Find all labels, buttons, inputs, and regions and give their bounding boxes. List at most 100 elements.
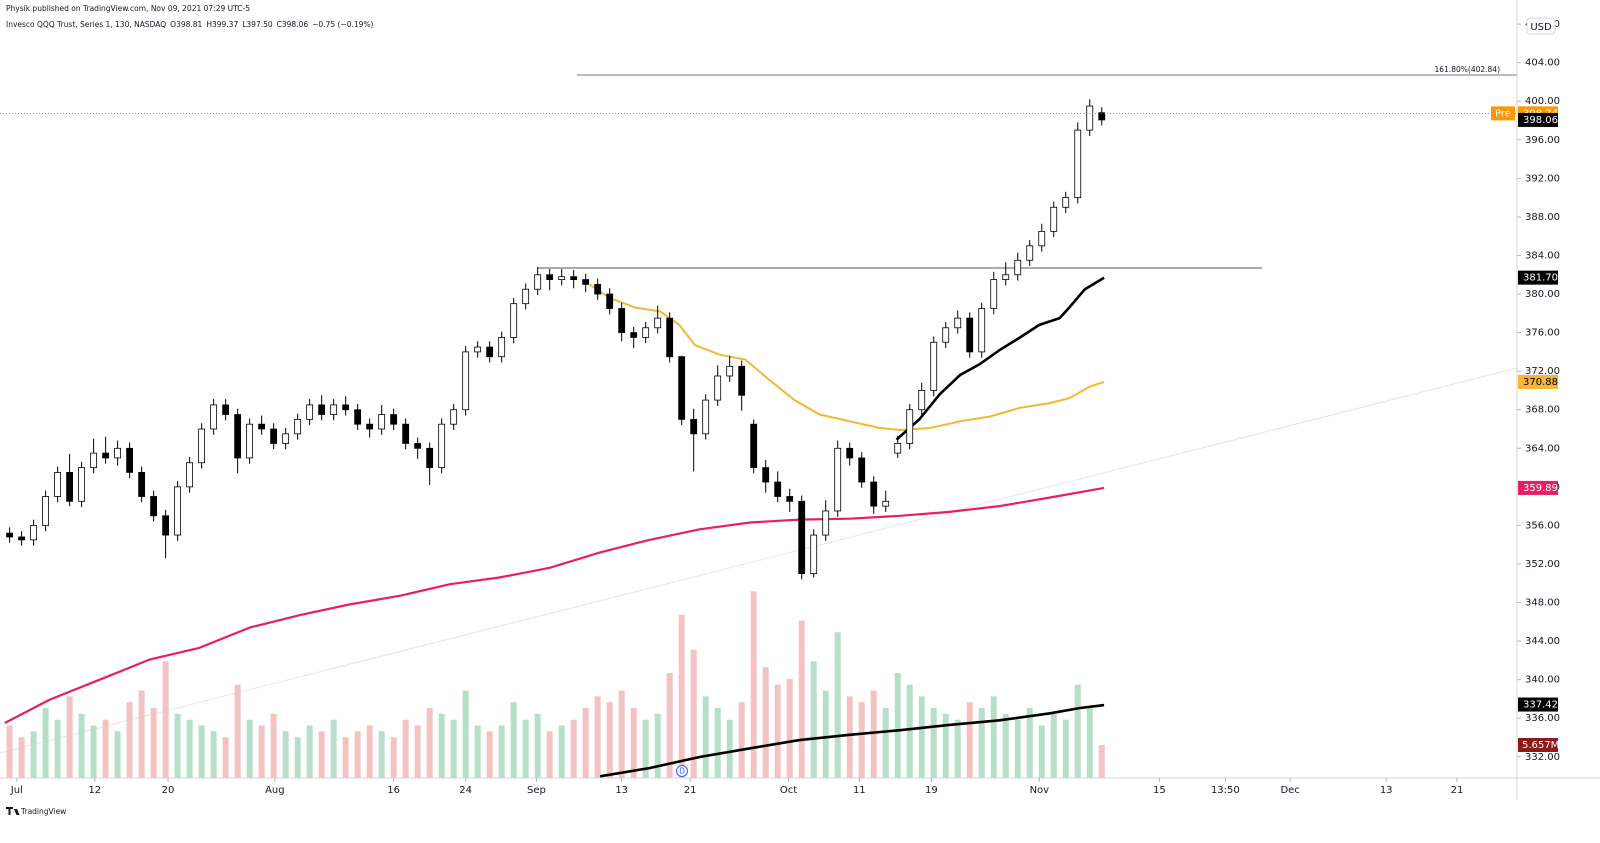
volume-bar	[810, 661, 817, 778]
candle-body	[1038, 230, 1046, 247]
candle-body	[654, 317, 662, 329]
axes-layer: 332.00 336.00 340.00 344.00 348.00 352.00 356.…	[10, 19, 1560, 796]
volume-bar	[42, 708, 49, 778]
ohlc-change: −0.75 (−0.19%)	[312, 20, 373, 29]
y-tick-label: 356.00	[1525, 520, 1560, 531]
candle-body	[1026, 245, 1034, 261]
price-label: 359.89	[1523, 483, 1558, 494]
volume-bar	[966, 702, 973, 778]
x-tick-label: Sep	[527, 785, 546, 796]
x-tick-label: 24	[459, 785, 472, 796]
candle-body	[678, 356, 686, 420]
price-label-box	[1518, 374, 1558, 389]
y-tick-label: 336.00	[1525, 713, 1560, 724]
candle-body	[402, 423, 410, 444]
y-tick-label: 400.00	[1525, 96, 1560, 107]
candle-body	[54, 471, 62, 497]
candle-body	[90, 452, 98, 468]
candle-body	[522, 288, 530, 305]
volume-bar	[18, 737, 25, 778]
volume-bar	[582, 708, 589, 778]
currency[interactable]: USD	[1530, 22, 1552, 33]
volume-bar	[786, 678, 793, 778]
y-tick-label: 352.00	[1525, 559, 1560, 570]
volume-bar	[510, 702, 517, 778]
x-tick-label: 16	[387, 785, 400, 796]
volume-bar	[6, 725, 13, 778]
x-tick-label: Oct	[780, 785, 797, 796]
volume-bar	[138, 690, 145, 778]
volume-bar	[66, 696, 73, 778]
volume-bar	[54, 719, 61, 778]
candle-body	[6, 532, 14, 538]
candles-layer	[6, 99, 1106, 580]
dividend-label[interactable]: D	[679, 767, 685, 776]
candle-body	[738, 365, 746, 396]
candle-body	[942, 327, 950, 343]
candle-body	[822, 510, 830, 536]
price-labels-layer: 398.74Pre398.06381.70370.88359.89337.425…	[0, 106, 1559, 753]
volume-bar	[822, 690, 829, 778]
volume-bar	[186, 719, 193, 778]
brand-logo[interactable]	[6, 807, 20, 815]
candle-body	[534, 274, 542, 290]
volume-label: 5.657M	[1522, 740, 1559, 751]
candle-body	[186, 462, 194, 488]
x-tick-label: 21	[684, 785, 697, 796]
candle-body	[810, 534, 818, 575]
volume-bar	[1050, 713, 1057, 778]
volume-bar	[570, 719, 577, 778]
volume-bar	[846, 696, 853, 778]
volume-bar	[294, 737, 301, 778]
y-tick-label: 348.00	[1525, 598, 1560, 609]
candle-body	[390, 414, 398, 425]
currency-box[interactable]	[1526, 17, 1556, 35]
y-tick-label: 388.00	[1525, 212, 1560, 223]
volume-bar	[990, 696, 997, 778]
volume-bar	[90, 725, 97, 778]
volume-bar	[318, 731, 325, 778]
candle-body	[342, 404, 350, 411]
volume-bar	[426, 708, 433, 778]
candle-body	[666, 317, 674, 358]
candle-body	[270, 428, 278, 444]
price-label-box	[1518, 270, 1558, 285]
candle-body	[42, 496, 50, 526]
brand[interactable]: TradingView	[20, 807, 66, 816]
price-label-box	[1518, 697, 1558, 712]
y-tick-label: 396.00	[1525, 135, 1560, 146]
volume-bar	[210, 731, 217, 778]
candle-body	[462, 351, 470, 411]
y-tick-label: 344.00	[1525, 636, 1560, 647]
candle-body	[18, 536, 26, 541]
volume-bar	[930, 708, 937, 778]
candle-body	[498, 337, 506, 358]
dividend-marker[interactable]	[676, 765, 688, 777]
volume-bar	[858, 702, 865, 778]
volume-bar	[678, 614, 685, 778]
price-label: 370.88	[1523, 377, 1558, 388]
volume-ma	[599, 703, 1105, 778]
volume-bar	[246, 719, 253, 778]
candle-body	[306, 404, 314, 420]
x-tick-label: 13	[1380, 785, 1393, 796]
symbol: Invesco QQQ Trust, Series 1, 130, NASDAQ	[6, 20, 166, 29]
y-tick-label: 332.00	[1525, 752, 1560, 763]
candle-body	[198, 428, 206, 464]
price-label: 337.42	[1523, 700, 1558, 711]
candle-body	[210, 404, 218, 430]
volume-bar	[918, 696, 925, 778]
volume-bar	[474, 725, 481, 778]
candle-body	[894, 443, 902, 454]
candle-body	[510, 303, 518, 338]
volume-bar	[366, 725, 373, 778]
volume-bar	[438, 713, 445, 778]
candle-body	[906, 409, 914, 444]
volume-bar	[978, 708, 985, 778]
volume-bar	[1074, 684, 1081, 778]
candle-body	[870, 481, 878, 507]
x-tick-label: Aug	[265, 785, 285, 796]
volume-bar	[774, 684, 781, 778]
candle-body	[642, 327, 650, 338]
volume-bar	[150, 708, 157, 778]
